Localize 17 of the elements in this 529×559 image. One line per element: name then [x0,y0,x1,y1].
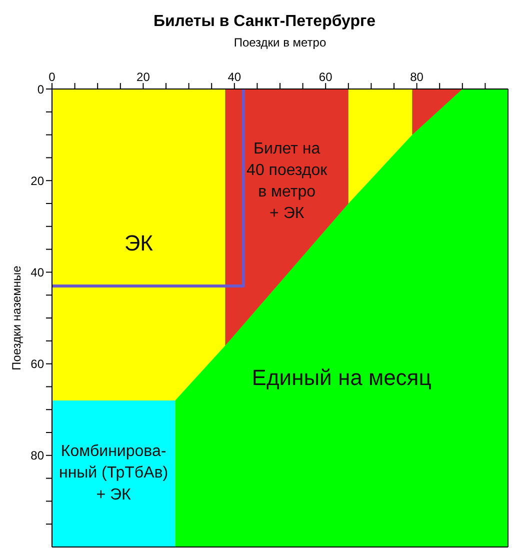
y-tick-label: 60 [30,357,44,372]
chart-title: Билеты в Санкт-Петербурге [153,13,376,30]
series-label: Билет на 40 поездок в метро + ЭК [246,140,328,222]
x-axis-title: Поездки в метро [234,36,326,50]
y-tick-label: 80 [30,448,44,463]
series-label: Комбинирова- нный (ТрТбАв) + ЭК [59,443,168,504]
y-tick-label: 20 [30,174,44,188]
y-tick-label: 40 [30,265,44,280]
series-label: Единый на месяц [252,365,432,390]
x-tick-label: 0 [48,70,56,84]
x-tick-label: 60 [318,70,333,84]
y-tick-label: 0 [37,82,44,96]
y-axis-title: Поездки наземные [9,265,24,370]
x-tick-label: 80 [410,70,424,84]
x-tick-label: 40 [228,70,242,84]
x-tick-label: 20 [136,70,150,84]
series-label: ЭК [124,230,154,256]
